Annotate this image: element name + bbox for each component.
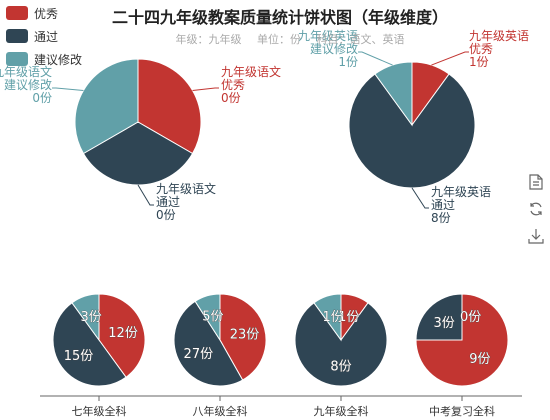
legend-label-revise: 建议修改 (34, 52, 83, 67)
chart-title: 二十四九年级教案质量统计饼状图（年级维度） (111, 8, 448, 27)
pie-七年级全科: 12份 15份 3份 (52, 293, 146, 387)
legend-swatch-pass (6, 29, 28, 43)
slice-label: 0份 (221, 91, 241, 105)
slice-label: 通过 (156, 195, 180, 209)
slice-label: 建议修改 (310, 41, 358, 56)
label-line (411, 187, 429, 209)
slice-label: 1份 (338, 55, 358, 69)
slice-value-label: 3份 (433, 316, 454, 331)
label-line (358, 51, 393, 66)
pie-九年级全科: 1份 8份 1份 (294, 293, 388, 387)
slice-value-label: 8份 (330, 359, 351, 374)
slice-value-label: 1份 (323, 310, 344, 325)
slice-label: 九年级英语 (469, 29, 529, 43)
slice-value-label: 5份 (202, 310, 223, 325)
slice-value-label: 12份 (108, 326, 138, 341)
legend-swatch-excellent (6, 6, 28, 20)
legend-label-excellent: 优秀 (34, 6, 59, 21)
pie-slice-pass[interactable] (52, 302, 127, 387)
pie-slice-revise[interactable] (194, 293, 221, 342)
x-tick-label: 七年级全科 (72, 404, 127, 418)
label-line (192, 87, 219, 91)
slice-value-label: 9份 (469, 352, 490, 367)
legend-label-pass: 通过 (34, 29, 59, 44)
slice-value-label: 27份 (184, 347, 214, 362)
slice-label: 九年级语文 (0, 64, 52, 79)
pie-slice-pass[interactable] (173, 300, 244, 387)
pie-slice-excellent[interactable] (219, 293, 267, 381)
slice-label: 九年级语文 (221, 64, 281, 79)
slice-label: 8份 (431, 211, 451, 225)
legend: 优秀 通过 建议修改 (6, 2, 82, 71)
legend-swatch-revise (6, 52, 28, 66)
label-line (431, 51, 469, 66)
slice-value-label: 23份 (230, 328, 260, 343)
slice-label: 优秀 (221, 78, 245, 92)
subtitle-unit: 单位：份 (257, 33, 301, 46)
slice-label: 0份 (156, 208, 176, 222)
pie-chinese: 九年级语文优秀0份九年级语文通过0份九年级语文建议修改0份 (0, 58, 281, 222)
pie-slice-excellent[interactable] (98, 293, 146, 378)
slice-label: 九年级语文 (156, 181, 216, 196)
data-view-icon[interactable] (526, 172, 546, 192)
slice-value-label: 3份 (81, 310, 102, 325)
subtitle-subjects: 科目：语文、英语 (316, 33, 405, 46)
pie-中考复习全科: 9份 3份 0份 (415, 293, 509, 387)
slice-label: 九年级英语 (298, 29, 358, 43)
slice-value-label: 15份 (64, 349, 94, 364)
slice-label: 1份 (469, 55, 489, 69)
label-line (52, 87, 84, 91)
save-image-icon[interactable] (526, 226, 546, 246)
legend-item-revise[interactable]: 建议修改 (6, 48, 82, 70)
x-tick-label: 八年级全科 (193, 404, 248, 418)
slice-label: 优秀 (469, 42, 493, 56)
slice-label: 通过 (431, 198, 455, 212)
pie-slice-revise[interactable] (313, 293, 342, 342)
restore-icon[interactable] (526, 199, 546, 219)
legend-item-pass[interactable]: 通过 (6, 25, 82, 47)
slice-label: 九年级英语 (431, 185, 491, 199)
slice-value-label: 0份 (460, 310, 481, 325)
x-tick-label: 中考复习全科 (429, 404, 495, 418)
x-tick-label: 九年级全科 (314, 404, 369, 418)
slice-label: 建议修改 (4, 77, 52, 92)
legend-item-excellent[interactable]: 优秀 (6, 2, 82, 24)
pie-slice-revise[interactable] (71, 293, 100, 342)
subtitle-grade: 年级：九年级 (175, 33, 242, 46)
slice-label: 0份 (32, 91, 52, 105)
pie-slice-pass[interactable] (294, 302, 388, 387)
slice-value-label: 1份 (338, 310, 359, 325)
pie-slice-revise[interactable] (374, 61, 413, 127)
label-line (137, 184, 154, 206)
pie-slice-pass[interactable] (415, 293, 463, 341)
toolbox (526, 172, 546, 253)
chart-subtitle: 年级：九年级 单位：份 科目：语文、英语 (140, 31, 440, 47)
pie-八年级全科: 23份 27份 5份 (173, 293, 267, 387)
